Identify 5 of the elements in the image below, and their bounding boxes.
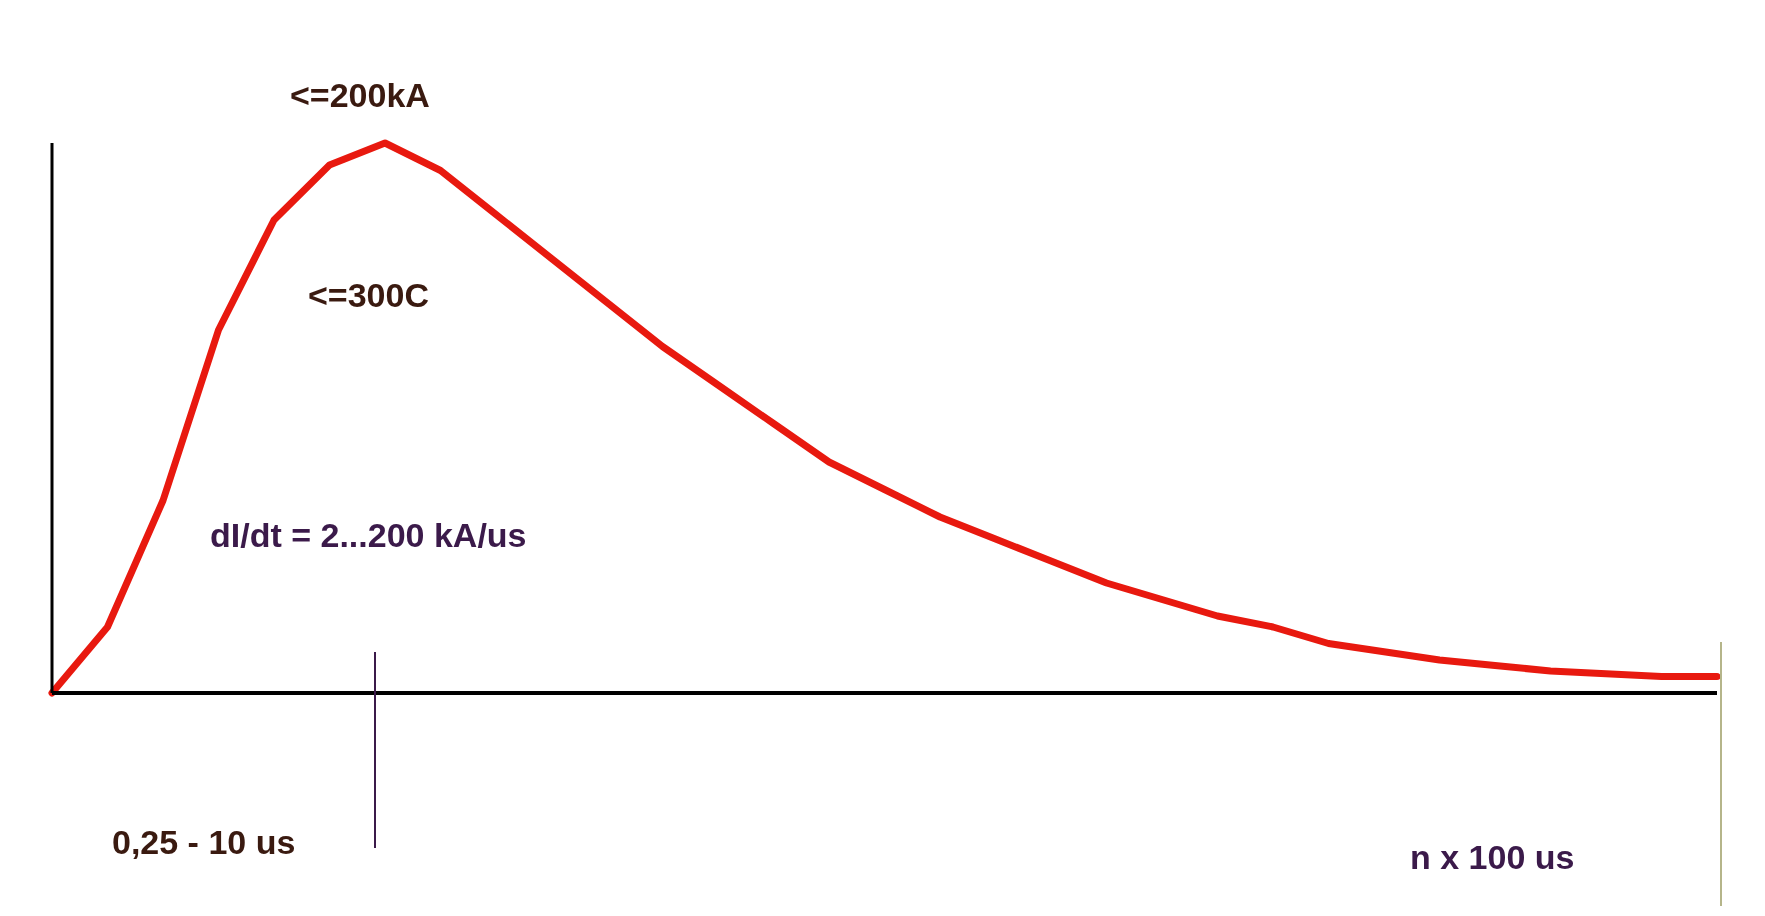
annotation: dI/dt = 2...200 kA/us [210, 516, 527, 555]
annotation: <=300C [308, 276, 429, 315]
text: 0,25 - 10 us [112, 823, 296, 862]
text: n x 100 us [1410, 838, 1575, 877]
text: <=200kA [290, 76, 430, 115]
